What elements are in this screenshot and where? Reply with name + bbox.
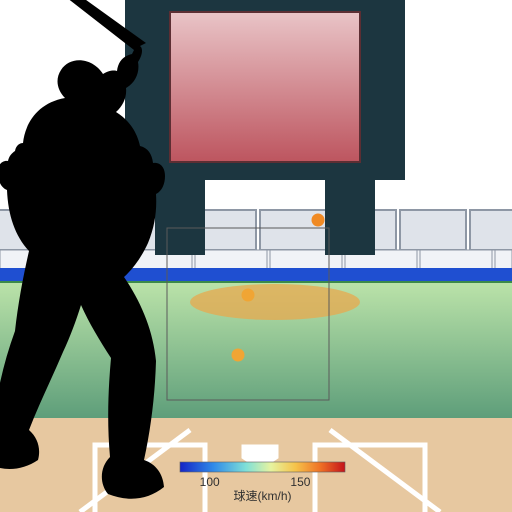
colorbar [180, 462, 345, 472]
stadium-stand [470, 210, 512, 250]
pitch-marker [232, 349, 245, 362]
colorbar-tick-label: 150 [290, 475, 310, 489]
stadium-stand [400, 210, 466, 250]
pitch-marker [242, 289, 255, 302]
pitchers-mound [190, 284, 360, 320]
pitch-marker [312, 214, 325, 227]
colorbar-title: 球速(km/h) [234, 489, 292, 503]
scoreboard-leg-right [325, 180, 375, 255]
scoreboard-screen [170, 12, 360, 162]
colorbar-tick-label: 100 [200, 475, 220, 489]
scoreboard-leg-left [155, 180, 205, 255]
